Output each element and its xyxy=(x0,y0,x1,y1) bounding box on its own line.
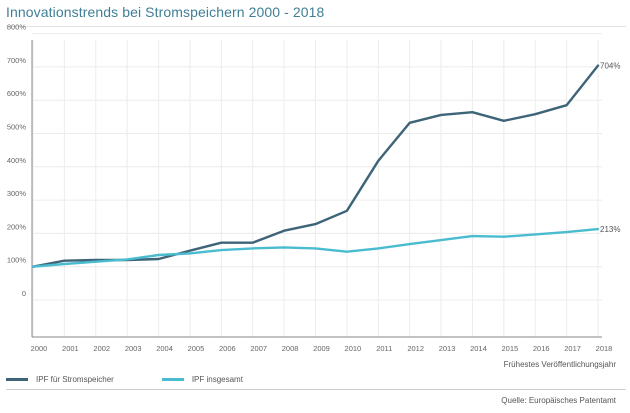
x-tick-label: 2006 xyxy=(219,344,236,353)
x-tick-label: 2012 xyxy=(407,344,424,353)
x-axis-title: Frühestes Veröffentlichungsjahr xyxy=(503,360,616,369)
x-tick-label: 2003 xyxy=(125,344,142,353)
x-tick-label: 2001 xyxy=(62,344,79,353)
y-tick-label: 0 xyxy=(22,289,26,298)
legend-swatch-stromspeicher xyxy=(6,378,28,381)
y-tick-label: 800% xyxy=(7,23,27,32)
x-tick-label: 2018 xyxy=(596,344,613,353)
end-value-label: 704% xyxy=(600,62,620,71)
x-tick-label: 2011 xyxy=(376,344,392,353)
x-tick-label: 2014 xyxy=(470,344,487,353)
series-line-1 xyxy=(31,227,600,268)
y-tick-label: 600% xyxy=(7,89,27,98)
x-tick-label: 2017 xyxy=(564,344,581,353)
x-tick-label: 2008 xyxy=(282,344,299,353)
legend-item-stromspeicher: IPF für Stromspeicher xyxy=(6,375,114,384)
legend-item-insgesamt: IPF insgesamt xyxy=(161,375,243,384)
x-tick-label: 2015 xyxy=(501,344,518,353)
y-tick-label: 300% xyxy=(7,189,27,198)
y-tick-label: 100% xyxy=(7,256,27,265)
y-tick-label: 500% xyxy=(7,123,27,132)
legend-label-stromspeicher: IPF für Stromspeicher xyxy=(36,375,114,384)
x-tick-label: 2010 xyxy=(345,344,362,353)
chart-title: Innovationstrends bei Stromspeichern 200… xyxy=(6,4,325,20)
x-tick-label: 2016 xyxy=(533,344,550,353)
x-tick-label: 2007 xyxy=(250,344,267,353)
x-tick-label: 2004 xyxy=(156,344,173,353)
y-tick-label: 400% xyxy=(7,156,27,165)
x-tick-label: 2000 xyxy=(31,344,48,353)
legend-divider xyxy=(6,389,626,390)
legend-label-insgesamt: IPF insgesamt xyxy=(191,375,243,384)
x-tick-label: 2002 xyxy=(93,344,110,353)
x-tick-label: 2013 xyxy=(439,344,456,353)
y-tick-label: 700% xyxy=(7,56,27,65)
x-tick-label: 2009 xyxy=(313,344,330,353)
x-tick-label: 2005 xyxy=(188,344,205,353)
source-note: Quelle: Europäisches Patentamt xyxy=(501,396,616,405)
legend: IPF für Stromspeicher IPF insgesamt xyxy=(6,375,626,384)
end-value-label: 213% xyxy=(600,225,620,234)
line-chart: 0 100% 200% 300% 400% 500% 600% 700% 800% 2000 200… xyxy=(7,23,621,353)
title-divider xyxy=(6,26,626,27)
legend-swatch-insgesamt xyxy=(161,378,184,381)
y-tick-label: 200% xyxy=(7,222,27,231)
